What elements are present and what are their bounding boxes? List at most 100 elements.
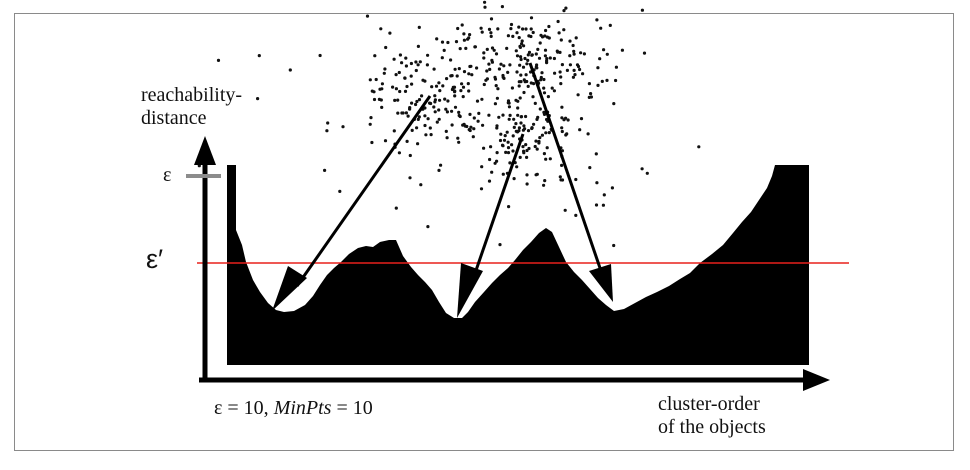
cluster-point: [430, 85, 434, 89]
noise-point: [325, 129, 329, 133]
cluster-point: [420, 94, 424, 98]
cluster-point: [414, 102, 418, 107]
cluster-point: [444, 107, 448, 111]
cluster-point: [480, 97, 484, 101]
cluster-point: [498, 138, 503, 143]
cluster-point: [574, 36, 578, 40]
cluster-point: [485, 47, 489, 52]
cluster-point: [497, 67, 501, 71]
cluster-point: [489, 31, 493, 35]
noise-point: [445, 136, 449, 140]
cluster-point: [400, 111, 404, 115]
cluster-point: [571, 43, 575, 48]
cluster-point: [493, 102, 497, 106]
cluster-point: [548, 157, 552, 161]
cluster-point: [524, 143, 528, 147]
noise-point: [558, 175, 562, 179]
cluster-point: [414, 68, 418, 73]
cluster-point: [504, 150, 508, 154]
cluster-point: [488, 67, 492, 71]
cluster-point: [433, 110, 437, 114]
cluster-point: [493, 161, 497, 165]
cluster-point: [438, 98, 442, 102]
cluster-point: [547, 131, 551, 135]
cluster-point: [506, 34, 510, 38]
cluster-point: [453, 67, 457, 71]
cluster-point: [466, 82, 470, 86]
cluster-point: [516, 113, 520, 117]
cluster-point: [416, 63, 420, 67]
cluster-point: [494, 52, 499, 56]
cluster-point: [550, 86, 554, 90]
reachability-plot-area: [227, 165, 809, 365]
cluster-point: [527, 50, 532, 55]
cluster-point: [511, 34, 515, 39]
cluster-point: [482, 56, 486, 60]
cluster-point: [547, 36, 551, 40]
cluster-point: [539, 33, 543, 37]
noise-point: [563, 208, 567, 212]
cluster-point: [394, 87, 398, 91]
cluster-point: [382, 71, 386, 75]
cluster-point: [525, 79, 529, 84]
cluster-point: [519, 73, 523, 77]
cluster-point: [460, 23, 464, 27]
cluster-point: [514, 129, 518, 133]
cluster-point: [540, 133, 545, 137]
cluster-point: [433, 94, 437, 98]
cluster-point: [417, 115, 421, 119]
cluster-point: [423, 106, 427, 110]
noise-point: [365, 14, 370, 18]
cluster-point: [437, 108, 441, 112]
cluster-point: [488, 157, 492, 162]
cluster-point: [415, 126, 419, 130]
noise-point: [450, 109, 454, 113]
cluster-point: [522, 124, 526, 128]
noise-point: [525, 148, 529, 153]
cluster-point: [449, 74, 453, 78]
noise-point: [511, 134, 515, 138]
cluster-point: [392, 57, 396, 61]
cluster-point: [392, 129, 396, 133]
cluster-point: [502, 138, 507, 142]
cluster-point: [600, 79, 604, 83]
cluster-point: [443, 97, 447, 101]
cluster-point: [380, 105, 384, 109]
cluster-point: [568, 54, 572, 58]
cluster-point: [519, 55, 523, 59]
noise-point: [588, 166, 592, 170]
y-axis-label-line1: reachability-: [141, 84, 243, 106]
cluster-arrow-1: [272, 95, 432, 311]
cluster-point: [515, 54, 520, 58]
cluster-point: [539, 78, 543, 82]
cluster-point: [450, 123, 454, 127]
noise-point: [323, 168, 327, 172]
cluster-point: [568, 63, 573, 67]
cluster-point: [438, 89, 442, 93]
noise-point: [562, 9, 566, 13]
cluster-point: [483, 5, 487, 9]
cluster-point: [482, 82, 486, 87]
noise-point: [645, 171, 649, 175]
noise-point: [341, 125, 345, 129]
cluster-point: [517, 25, 521, 29]
cluster-point: [557, 31, 561, 35]
cluster-point: [605, 52, 609, 56]
cluster-point: [485, 69, 489, 73]
cluster-point: [396, 111, 400, 115]
cluster-point: [503, 134, 507, 138]
cluster-point: [516, 106, 520, 110]
cluster-point: [417, 25, 421, 29]
cluster-point: [418, 60, 422, 64]
cluster-point: [522, 90, 526, 95]
noise-point: [256, 97, 260, 101]
cluster-point: [479, 26, 483, 30]
cluster-point: [455, 74, 459, 78]
cluster-point: [602, 48, 606, 52]
cluster-point: [482, 51, 486, 55]
cluster-point: [440, 40, 445, 44]
cluster-point: [556, 19, 560, 24]
noise-point: [475, 66, 479, 70]
cluster-point: [414, 60, 418, 64]
cluster-point: [501, 113, 505, 117]
